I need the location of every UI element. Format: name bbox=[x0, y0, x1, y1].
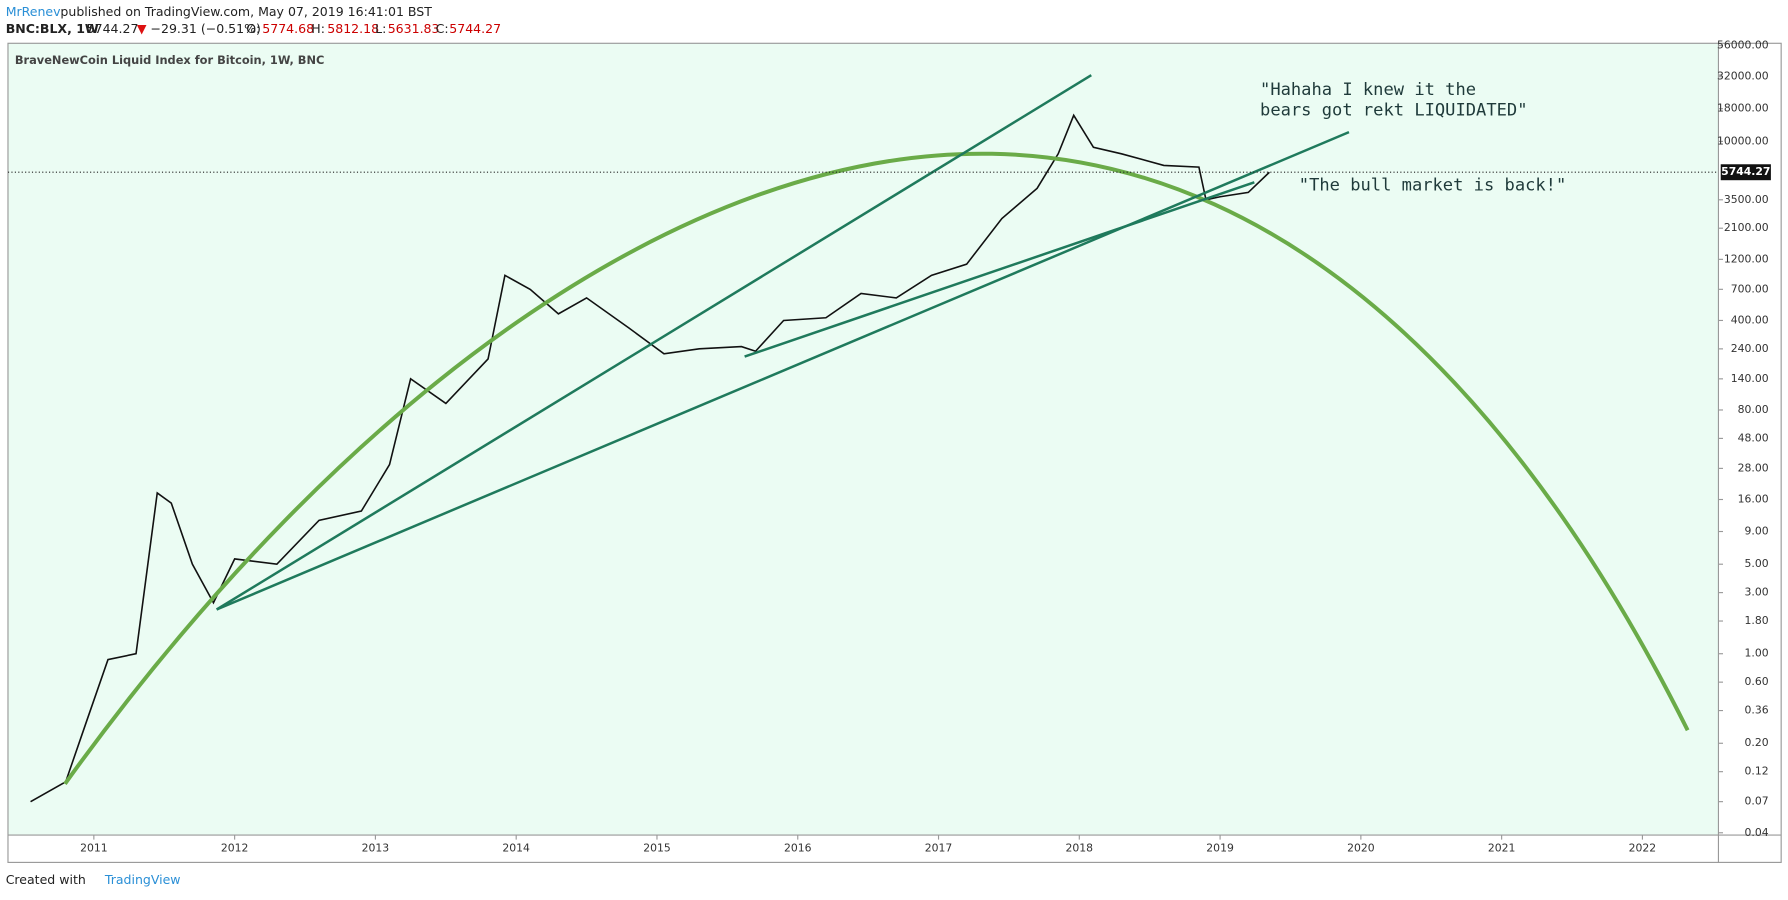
last-price-box bbox=[1720, 164, 1771, 181]
x-tick-label: 2012 bbox=[221, 842, 249, 855]
trend-line bbox=[216, 74, 1092, 611]
c-label: C: bbox=[436, 21, 449, 36]
trend-line bbox=[744, 181, 1255, 358]
frame bbox=[7, 42, 1782, 863]
y-tick-label: 3.00 bbox=[1745, 586, 1769, 599]
chart-title: BraveNewCoin Liquid Index for Bitcoin, 1… bbox=[15, 53, 325, 67]
x-tick-label: 2017 bbox=[925, 842, 953, 855]
o-value: 5774.68 bbox=[262, 21, 314, 36]
plot bbox=[30, 113, 1270, 803]
x-tick-label: 2021 bbox=[1488, 842, 1516, 855]
x-tick-label: 2015 bbox=[643, 842, 671, 855]
y-tick-label: 28.00 bbox=[1738, 461, 1769, 474]
y-tick-label: 140.00 bbox=[1731, 372, 1769, 385]
footer-text: Created with bbox=[6, 872, 86, 887]
footer-brand[interactable]: TradingView bbox=[104, 872, 181, 887]
y-tick-label: 0.20 bbox=[1745, 736, 1769, 749]
symbol: BNC:BLX, 1W bbox=[6, 21, 99, 36]
y-tick-label: 2100.00 bbox=[1724, 221, 1769, 234]
y-tick-label: 700.00 bbox=[1731, 282, 1769, 295]
y-tick-label: 1.80 bbox=[1745, 614, 1769, 627]
drawings bbox=[63, 74, 1690, 785]
last-price-label: 5744.27 bbox=[1721, 165, 1770, 178]
y-tick-label: 0.12 bbox=[1745, 765, 1769, 778]
price-line bbox=[30, 113, 1270, 803]
y-tick-label: 56000.00 bbox=[1717, 39, 1769, 52]
y-tick-label: 48.00 bbox=[1738, 431, 1769, 444]
plot-area bbox=[7, 43, 1719, 836]
x-tick-label: 2019 bbox=[1206, 842, 1234, 855]
y-tick-label: 400.00 bbox=[1731, 313, 1769, 326]
arrow: ▼ bbox=[137, 21, 147, 36]
x-tick-label: 2020 bbox=[1347, 842, 1375, 855]
y-tick-label: 18000.00 bbox=[1717, 102, 1769, 115]
x-tick-label: 2022 bbox=[1629, 842, 1657, 855]
y-tick-label: 10000.00 bbox=[1717, 134, 1769, 147]
author[interactable]: MrRenev bbox=[6, 4, 61, 19]
annotation: "Hahaha I knew it the bbox=[1260, 80, 1476, 100]
annotation: bears got rekt LIQUIDATED" bbox=[1260, 101, 1527, 121]
x-tick-label: 2011 bbox=[80, 842, 108, 855]
l-value: 5631.83 bbox=[388, 21, 440, 36]
y-tick-label: 0.60 bbox=[1745, 675, 1769, 688]
x-tick-label: 2018 bbox=[1066, 842, 1094, 855]
l-label: L: bbox=[375, 21, 386, 36]
x-tick-label: 2016 bbox=[784, 842, 812, 855]
o-label: O: bbox=[246, 21, 260, 36]
y-tick-label: 1200.00 bbox=[1724, 252, 1769, 265]
price: 5744.27 bbox=[87, 21, 139, 36]
y-tick-label: 0.04 bbox=[1745, 826, 1769, 839]
y-tick-label: 9.00 bbox=[1745, 525, 1769, 538]
parabola bbox=[63, 151, 1690, 785]
y-tick-label: 80.00 bbox=[1738, 403, 1769, 416]
published: published on TradingView.com, May 07, 20… bbox=[60, 4, 432, 19]
y-tick-label: 5.00 bbox=[1745, 557, 1769, 570]
h-value: 5812.18 bbox=[327, 21, 379, 36]
y-tick-label: 240.00 bbox=[1731, 342, 1769, 355]
x-tick-label: 2014 bbox=[502, 842, 530, 855]
h-label: H: bbox=[311, 21, 325, 36]
y-tick-label: 1.00 bbox=[1745, 647, 1769, 660]
x-tick-label: 2013 bbox=[362, 842, 390, 855]
y-tick-label: 0.07 bbox=[1745, 795, 1769, 808]
y-tick-label: 3500.00 bbox=[1724, 193, 1769, 206]
y-tick-label: 32000.00 bbox=[1717, 70, 1769, 83]
trend-line bbox=[216, 130, 1350, 611]
y-tick-label: 16.00 bbox=[1738, 493, 1769, 506]
change: −29.31 (−0.51%) bbox=[151, 21, 261, 36]
annotation: "The bull market is back!" bbox=[1299, 176, 1566, 196]
c-value: 5744.27 bbox=[449, 21, 501, 36]
y-tick-label: 0.36 bbox=[1745, 704, 1769, 717]
